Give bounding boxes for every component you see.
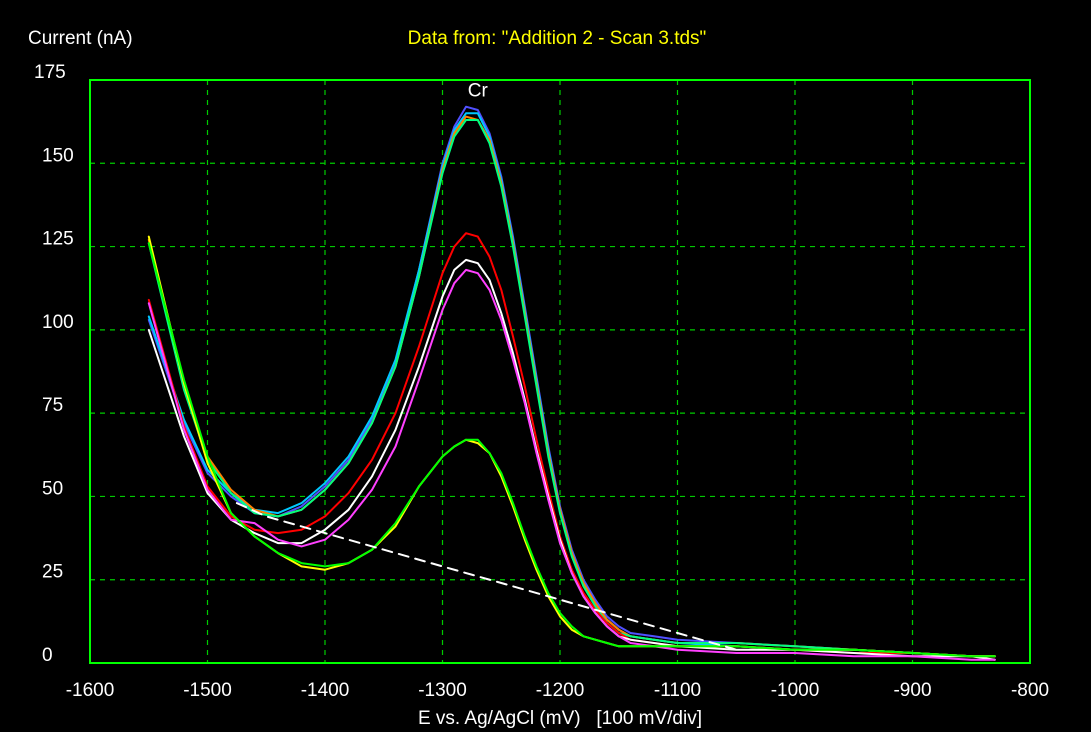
x-tick-label: -1200: [536, 680, 585, 701]
series-line: [147, 119, 996, 658]
series-line: [147, 242, 996, 658]
x-tick-labels: -1600 -1500 -1400 -1300 -1200 -1100 -1000 -900 -…: [66, 680, 1049, 701]
annotation-cr: Cr: [468, 81, 489, 102]
y-tick-label: 0: [42, 645, 53, 666]
y-tick-label: 25: [42, 562, 63, 583]
y-tick-label: 175: [34, 62, 66, 83]
y-tick-label: 125: [42, 229, 74, 250]
x-tick-label: -1000: [771, 680, 820, 701]
x-tick-label: -1100: [654, 680, 701, 701]
chart-title: Data from: "Addition 2 - Scan 3.tds": [408, 28, 707, 49]
baseline-dashed-line: [235, 502, 738, 651]
x-tick-label: -1400: [301, 680, 350, 701]
plot-frame: [89, 79, 1031, 664]
y-axis-label: Current (nA): [28, 28, 133, 49]
x-tick-label: -900: [893, 680, 931, 701]
x-axis-label: E vs. Ag/AgCl (mV) [100 mV/div]: [418, 708, 702, 729]
grid: [90, 80, 1030, 663]
x-tick-label: -1500: [183, 680, 232, 701]
y-tick-label: 75: [42, 395, 63, 416]
y-tick-label: 150: [42, 145, 74, 166]
x-tick-label: -1600: [66, 680, 115, 701]
y-tick-labels: 0 25 50 75 100 125 150 175: [34, 62, 74, 666]
y-tick-label: 100: [42, 312, 74, 333]
series-group: [147, 105, 996, 661]
x-tick-label: -800: [1011, 680, 1049, 701]
y-tick-label: 50: [42, 478, 63, 499]
x-tick-label: -1300: [418, 680, 467, 701]
series-line: [147, 268, 996, 661]
